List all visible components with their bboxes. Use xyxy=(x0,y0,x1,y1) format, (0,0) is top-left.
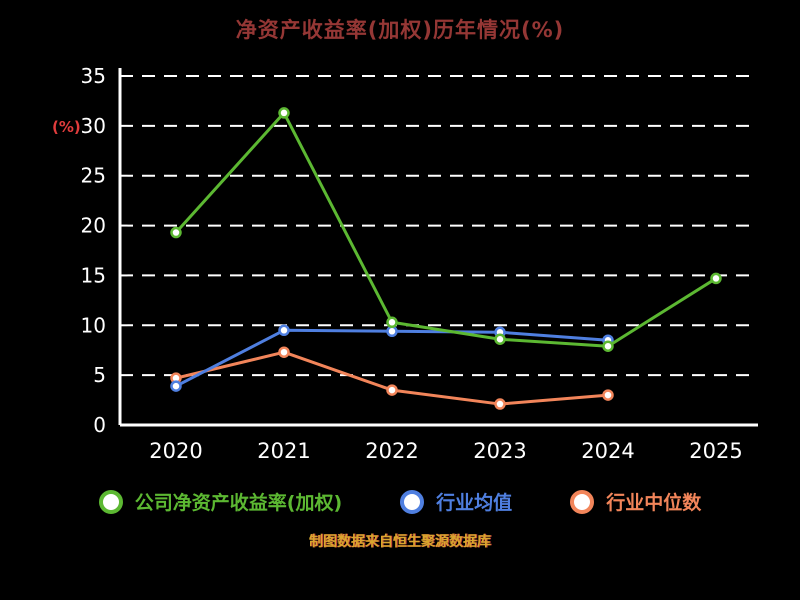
y-axis-unit-label: (%) xyxy=(52,118,81,136)
svg-text:30: 30 xyxy=(81,114,106,138)
legend-item: 行业均值 xyxy=(400,488,512,515)
svg-text:2024: 2024 xyxy=(581,439,634,463)
legend-label: 行业均值 xyxy=(436,492,513,514)
svg-text:2022: 2022 xyxy=(365,439,418,463)
svg-text:2021: 2021 xyxy=(257,439,310,463)
svg-text:35: 35 xyxy=(81,64,106,88)
legend-item: 行业中位数 xyxy=(570,488,701,515)
legend-marker-icon xyxy=(400,489,425,514)
svg-text:10: 10 xyxy=(81,313,106,337)
legend-label: 行业中位数 xyxy=(606,492,702,514)
chart-title: 净资产收益率(加权)历年情况(%) xyxy=(235,18,565,42)
svg-text:20: 20 xyxy=(81,214,106,238)
svg-text:2023: 2023 xyxy=(473,439,526,463)
svg-text:25: 25 xyxy=(81,164,106,188)
legend-item: 公司净资产收益率(加权) xyxy=(98,488,343,515)
svg-text:0: 0 xyxy=(93,413,106,437)
svg-text:2020: 2020 xyxy=(149,439,202,463)
legend-label: 公司净资产收益率(加权) xyxy=(134,492,343,514)
data-source-note: 制图数据来自恒生聚源数据库 xyxy=(309,534,491,550)
chart-legend: 公司净资产收益率(加权) 行业均值 行业中位数 xyxy=(0,488,800,515)
svg-text:5: 5 xyxy=(93,363,106,387)
legend-marker-icon xyxy=(570,489,595,514)
svg-text:15: 15 xyxy=(81,263,106,287)
svg-text:2025: 2025 xyxy=(689,439,742,463)
legend-marker-icon xyxy=(98,489,123,514)
